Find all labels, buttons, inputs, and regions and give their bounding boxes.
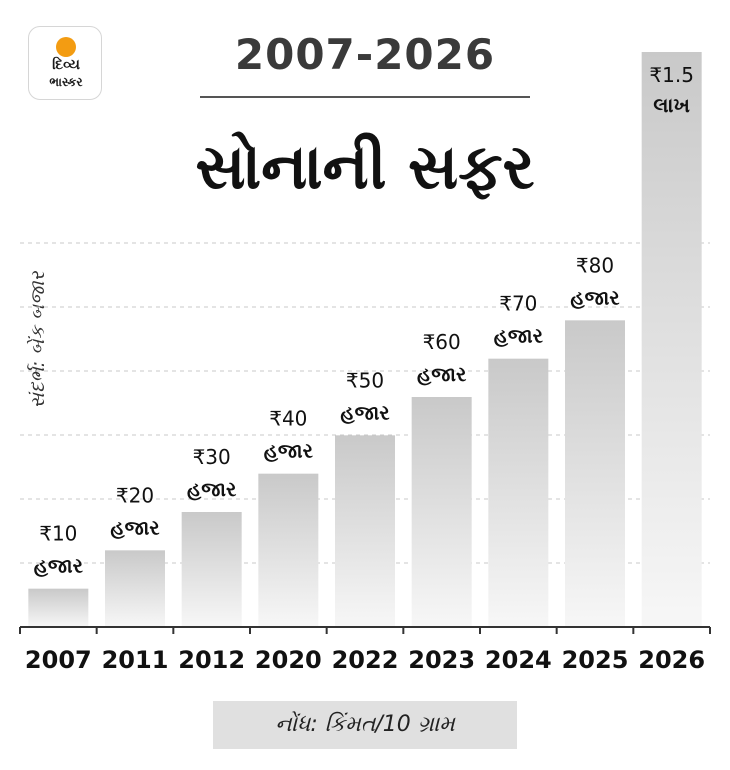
bar (565, 320, 625, 627)
x-tick-label: 2024 (485, 646, 552, 674)
data-label-amount: ₹30 (193, 445, 231, 469)
data-label-unit: હજાર (417, 362, 467, 386)
years-title: 2007-2026 (234, 30, 496, 79)
x-tick-label: 2012 (178, 646, 245, 674)
bar (488, 358, 549, 627)
data-label-unit: હજાર (187, 477, 237, 501)
x-tick-label: 2011 (102, 646, 169, 674)
page-title: સોનાની સફર (195, 130, 535, 203)
title-divider (200, 96, 530, 98)
data-label-unit: હજાર (110, 515, 160, 539)
bar (258, 473, 319, 627)
x-tick-label: 2023 (408, 646, 475, 674)
logo-line-2: ભાસ્કર (49, 75, 83, 89)
data-label-unit: હજાર (340, 400, 390, 424)
bar (181, 512, 242, 627)
logo: દિવ્ય ભાસ્કર (28, 26, 102, 100)
sun-icon (56, 37, 76, 57)
data-label-amount: ₹70 (499, 292, 537, 316)
data-label-unit: હજાર (264, 439, 314, 463)
x-tick-label: 2026 (638, 646, 705, 674)
data-label-amount: ₹20 (116, 483, 154, 507)
bar-chart: ₹10 હજાર 2007 ₹20 હજાર 2011 ₹30 હજાર 2012 ₹40 હજાર… (19, 52, 711, 674)
bar (28, 588, 89, 627)
bar (105, 550, 165, 627)
data-label-amount: ₹80 (576, 253, 614, 277)
x-tick-label: 2007 (25, 646, 92, 674)
x-tick-label: 2025 (562, 646, 629, 674)
logo-line-1: દિવ્ય (52, 57, 80, 73)
data-label-amount: ₹40 (269, 407, 307, 431)
data-label-unit: લાખ (653, 93, 690, 117)
data-label-amount: ₹1.5 (649, 63, 694, 87)
x-tick-label: 2022 (332, 646, 399, 674)
bar (335, 435, 395, 627)
x-tick-label: 2020 (255, 646, 322, 674)
data-label-unit: હજાર (494, 324, 544, 348)
note-box: નોંધ: કિંમત/10 ગ્રામ (213, 701, 517, 749)
bar (641, 52, 702, 627)
data-label-amount: ₹10 (39, 522, 77, 546)
data-label-unit: હજાર (570, 285, 620, 309)
data-label-unit: હજાર (34, 554, 84, 578)
bar (411, 397, 472, 627)
data-label-amount: ₹50 (346, 368, 384, 392)
data-label-amount: ₹60 (423, 330, 461, 354)
